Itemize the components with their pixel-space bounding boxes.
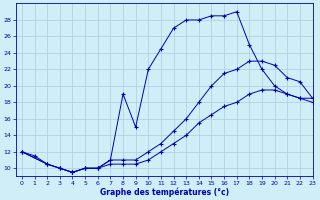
X-axis label: Graphe des températures (°c): Graphe des températures (°c) [100, 187, 229, 197]
